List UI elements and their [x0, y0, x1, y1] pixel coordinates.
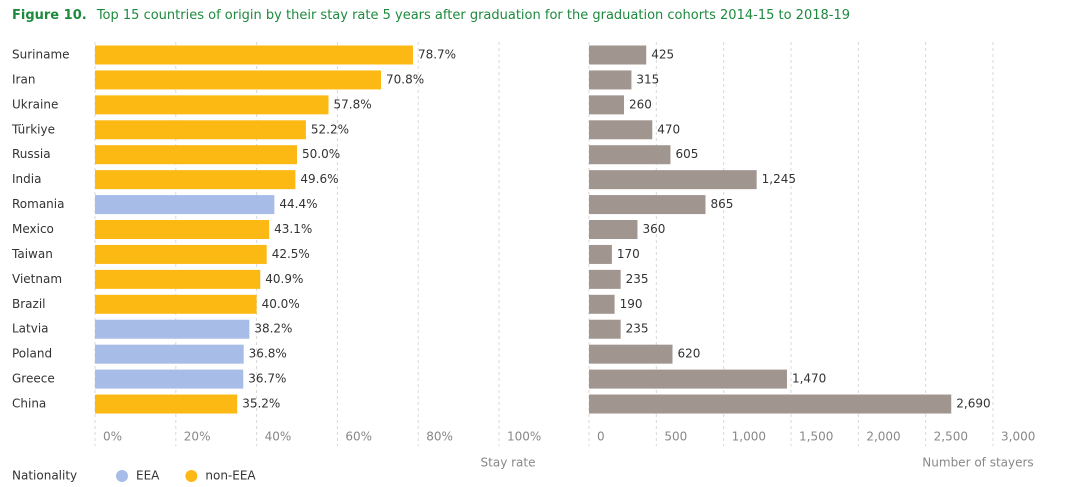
- category-label: India: [12, 172, 41, 186]
- category-label: Taiwan: [11, 247, 53, 261]
- bar: [589, 170, 757, 190]
- bar: [589, 120, 653, 140]
- value-label: 36.7%: [248, 372, 286, 386]
- value-label: 1,470: [792, 372, 826, 386]
- bar: [589, 195, 706, 215]
- value-label: 865: [710, 197, 733, 211]
- x-tick-label: 20%: [184, 430, 211, 444]
- value-label: 52.2%: [311, 122, 349, 136]
- category-label: Poland: [12, 347, 52, 361]
- category-label: Vietnam: [12, 272, 62, 286]
- x-tick-label: 500: [664, 430, 687, 444]
- bar: [95, 269, 261, 289]
- x-tick-label: 40%: [265, 430, 292, 444]
- title-text: Top 15 countries of origin by their stay…: [96, 8, 850, 23]
- category-label: Türkiye: [11, 122, 55, 136]
- bar: [95, 45, 413, 65]
- chart-title: Figure 10. Top 15 countries of origin by…: [12, 8, 850, 23]
- value-label: 78.7%: [418, 48, 456, 62]
- bar: [95, 170, 296, 190]
- legend-title: Nationality: [12, 469, 77, 483]
- value-label: 44.4%: [279, 197, 317, 211]
- value-label: 425: [651, 48, 674, 62]
- value-label: 190: [620, 297, 643, 311]
- x-tick-label: 3,000: [1001, 430, 1035, 444]
- bar: [95, 95, 329, 115]
- bar: [589, 369, 787, 389]
- x-tick-label: 80%: [426, 430, 453, 444]
- bar: [95, 220, 270, 240]
- bar: [95, 120, 306, 140]
- value-label: 40.0%: [262, 297, 300, 311]
- legend-label: non-EEA: [205, 469, 256, 483]
- value-label: 235: [626, 272, 649, 286]
- x-tick-label: 60%: [345, 430, 372, 444]
- bar: [589, 145, 671, 165]
- category-label: Russia: [12, 147, 51, 161]
- value-label: 620: [677, 347, 700, 361]
- x-tick-label: 1,000: [732, 430, 766, 444]
- category-label: Romania: [12, 197, 64, 211]
- x-tick-label: 100%: [507, 430, 541, 444]
- legend-label: EEA: [136, 469, 160, 483]
- x-tick-label: 0%: [103, 430, 122, 444]
- bar: [95, 195, 275, 215]
- value-label: 35.2%: [242, 397, 280, 411]
- bar: [589, 45, 647, 65]
- value-label: 70.8%: [386, 72, 424, 86]
- category-label: Latvia: [12, 322, 49, 336]
- x-tick-label: 1,500: [799, 430, 833, 444]
- x-tick-label: 2,500: [934, 430, 968, 444]
- bar: [589, 344, 673, 364]
- figure-label: Figure 10.: [12, 8, 87, 23]
- category-label: Brazil: [12, 297, 46, 311]
- x-axis-label: Number of stayers: [922, 456, 1033, 470]
- category-label: Iran: [12, 72, 35, 86]
- x-axis-label: Stay rate: [481, 456, 536, 470]
- value-label: 38.2%: [254, 322, 292, 336]
- value-label: 1,245: [762, 172, 796, 186]
- bar: [589, 394, 952, 414]
- category-label: Suriname: [12, 48, 70, 62]
- value-label: 42.5%: [272, 247, 310, 261]
- value-label: 360: [642, 222, 665, 236]
- bar: [589, 319, 621, 339]
- bar: [589, 294, 615, 314]
- category-label: Greece: [12, 372, 55, 386]
- value-label: 43.1%: [274, 222, 312, 236]
- bar: [589, 95, 625, 115]
- value-label: 260: [629, 97, 652, 111]
- value-label: 50.0%: [302, 147, 340, 161]
- bar: [95, 244, 267, 264]
- value-label: 2,690: [956, 397, 990, 411]
- value-label: 605: [675, 147, 698, 161]
- value-label: 36.8%: [249, 347, 287, 361]
- value-label: 57.8%: [334, 97, 372, 111]
- bar: [589, 220, 638, 240]
- bar: [95, 319, 250, 339]
- bar: [95, 344, 244, 364]
- bar: [95, 369, 244, 389]
- legend-swatch: [116, 470, 128, 482]
- bar: [95, 145, 297, 165]
- x-tick-label: 0: [597, 430, 605, 444]
- value-label: 235: [626, 322, 649, 336]
- value-label: 49.6%: [300, 172, 338, 186]
- bar: [95, 394, 238, 414]
- value-label: 470: [657, 122, 680, 136]
- category-label: Ukraine: [12, 97, 58, 111]
- category-label: Mexico: [12, 222, 54, 236]
- bar: [589, 269, 621, 289]
- legend-swatch: [185, 470, 198, 482]
- bar: [95, 70, 382, 90]
- category-label: China: [12, 397, 46, 411]
- value-label: 170: [617, 247, 640, 261]
- value-label: 40.9%: [265, 272, 303, 286]
- bar: [589, 244, 612, 264]
- x-tick-label: 2,000: [866, 430, 900, 444]
- value-label: 315: [636, 72, 659, 86]
- bar: [95, 294, 257, 314]
- bar: [589, 70, 632, 90]
